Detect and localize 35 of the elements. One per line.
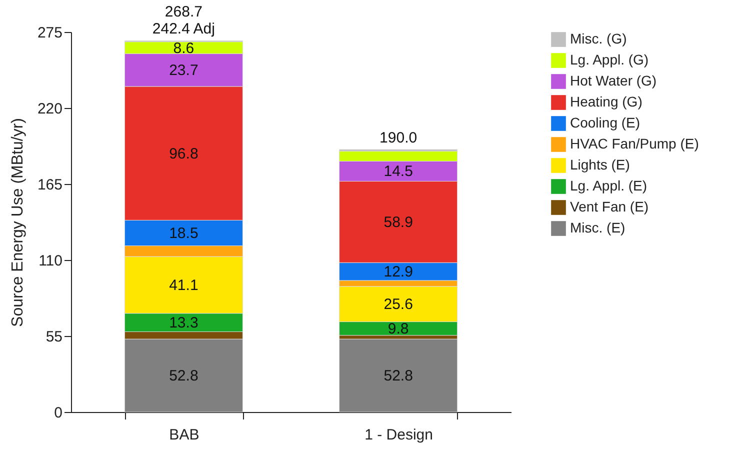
data-label: 9.8	[388, 320, 409, 338]
legend-label: Hot Water (G)	[570, 72, 657, 88]
data-label: 96.8	[169, 145, 198, 162]
legend-label: Lg. Appl. (E)	[570, 178, 648, 194]
legend-label: Cooling (E)	[570, 114, 640, 130]
data-label: 13.3	[169, 314, 198, 332]
data-label: 18.5	[169, 224, 198, 242]
x-tick-label: BAB	[169, 426, 200, 444]
y-tick-label: 220	[37, 100, 62, 118]
bar	[339, 338, 458, 412]
data-label: 25.6	[384, 296, 413, 314]
legend-label: Misc. (E)	[570, 220, 626, 236]
y-tick-label: 110	[38, 252, 62, 270]
y-axis-title: Source Energy Use (MBtu/yr)	[9, 118, 26, 327]
data-label: 52.8	[384, 368, 413, 385]
legend-label: Misc. (G)	[570, 30, 627, 46]
legend-label: Heating (G)	[570, 94, 642, 110]
legend-label: Lg. Appl. (G)	[570, 52, 649, 68]
legend-label: HVAC Fan/Pump (E)	[570, 136, 699, 152]
data-label: 52.8	[169, 368, 198, 385]
y-tick-label: 275	[37, 24, 62, 42]
total-label: 268.7 242.4 Adj	[152, 4, 215, 38]
data-label: 23.7	[169, 62, 198, 80]
data-label: 12.9	[384, 264, 413, 281]
data-label: 41.1	[169, 276, 198, 294]
data-label: 14.5	[384, 163, 413, 180]
y-tick-label: 0	[54, 404, 62, 422]
total-label: 190.0	[380, 129, 418, 146]
legend-label: Lights (E)	[570, 156, 630, 172]
y-tick-label: 165	[37, 176, 62, 194]
legend-label: Vent Fan (E)	[570, 198, 649, 214]
x-tick-label: 1 - Design	[364, 426, 434, 444]
y-tick-label: 55	[46, 328, 62, 346]
data-label: 58.9	[384, 214, 413, 231]
data-label: 8.6	[173, 40, 194, 57]
